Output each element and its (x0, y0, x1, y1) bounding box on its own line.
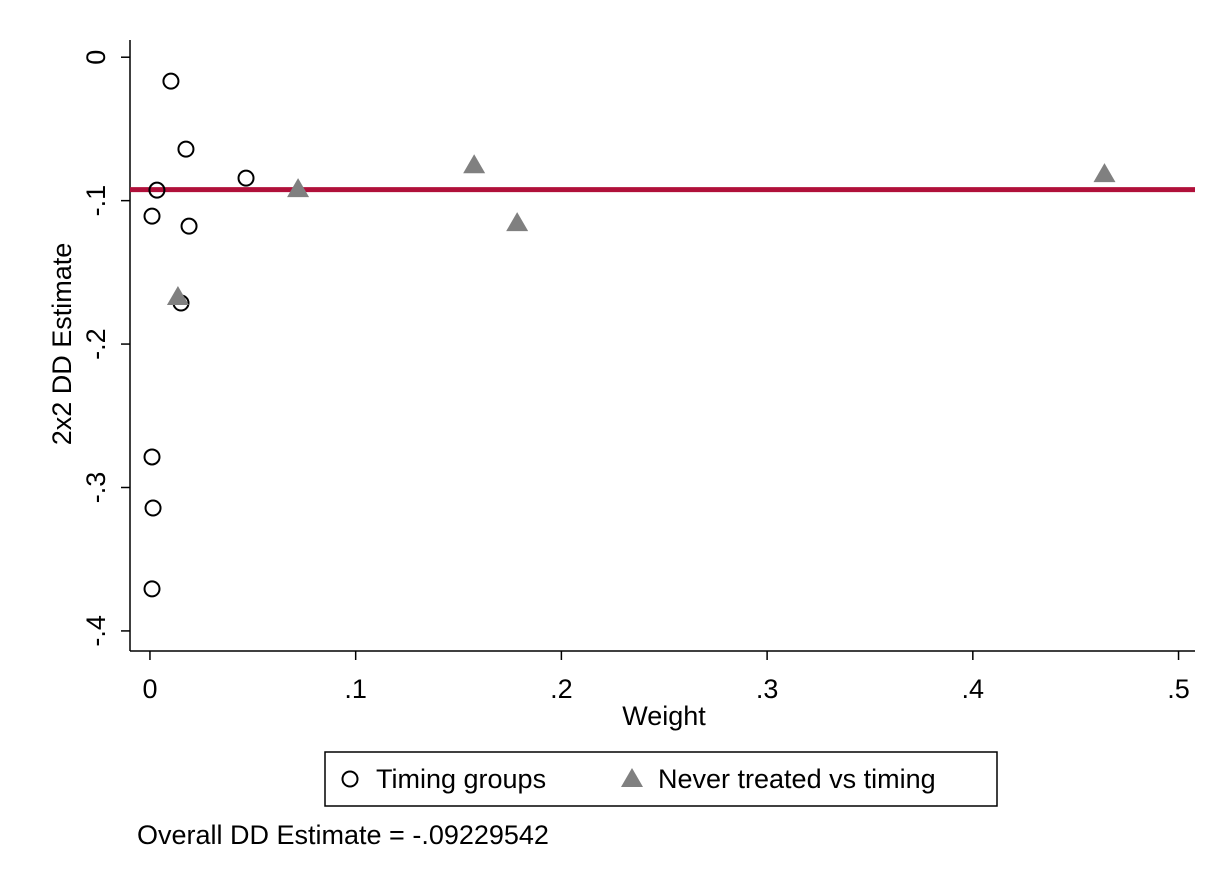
triangle-point (166, 286, 189, 306)
circle-point (144, 499, 162, 517)
y-axis-title: 2x2 DD Estimate (47, 243, 77, 446)
circle-point (143, 448, 161, 466)
circle-point (162, 72, 180, 90)
x-axis-title: Weight (622, 701, 706, 731)
legend-label: Timing groups (376, 764, 546, 794)
legend-marker (341, 770, 359, 788)
y-tick-label: -.1 (81, 185, 111, 217)
circle-point (143, 207, 161, 225)
annotation: Overall DD Estimate = -.09229542 (137, 820, 549, 850)
x-tick-label: .1 (344, 674, 367, 704)
x-tick-label: .5 (1167, 674, 1190, 704)
triangle-point (506, 212, 529, 232)
legend-box (324, 751, 998, 807)
triangle-point (463, 154, 486, 174)
y-tick-label: -.3 (81, 472, 111, 504)
triangle-point (287, 178, 310, 198)
circle-point (177, 140, 195, 158)
x-tick-label: .4 (962, 674, 985, 704)
y-tick-label: 0 (81, 50, 111, 65)
legend-marker (621, 768, 643, 787)
x-tick-label: .3 (756, 674, 779, 704)
circle-point (237, 169, 255, 187)
x-tick-label: .2 (550, 674, 573, 704)
circle-point (180, 217, 198, 235)
y-tick-label: -.2 (81, 328, 111, 360)
circle-point (148, 181, 166, 199)
triangle-point (1093, 163, 1116, 183)
x-tick-label: 0 (142, 674, 157, 704)
legend-label: Never treated vs timing (658, 764, 936, 794)
circle-point (143, 580, 161, 598)
y-tick-label: -.4 (81, 615, 111, 647)
